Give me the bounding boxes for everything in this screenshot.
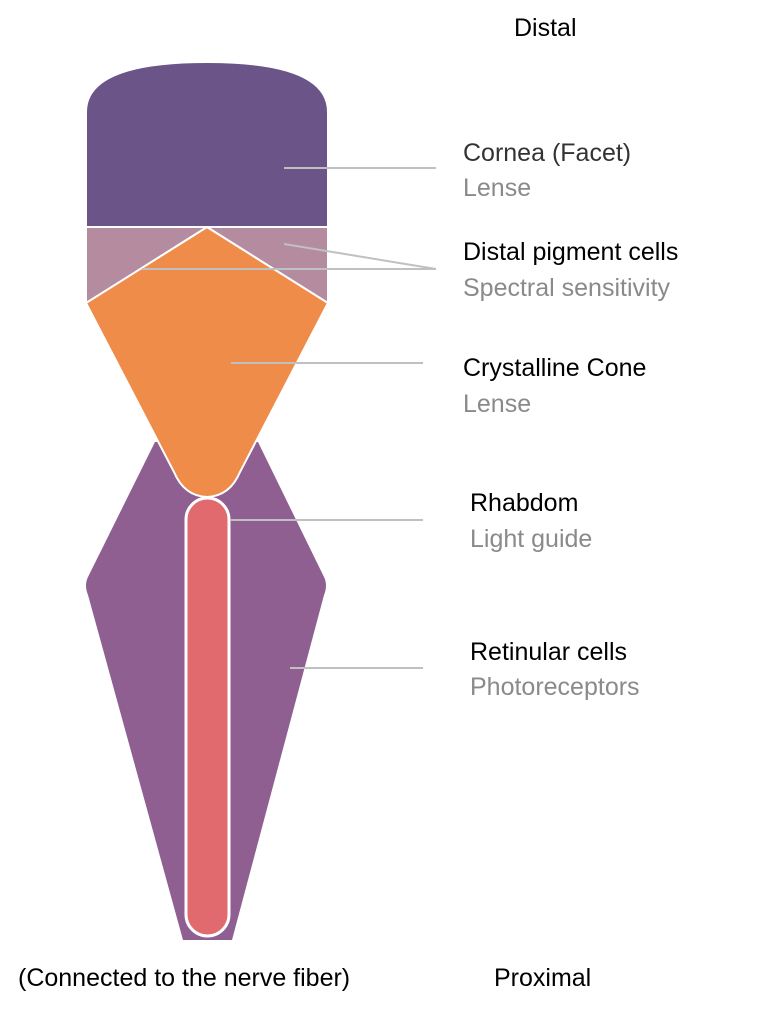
rhabdom-function-label: Light guide [470,525,593,553]
distal-pigment-function-label: Spectral sensitivity [463,274,671,302]
nerve-fiber-note: (Connected to the nerve fiber) [18,964,351,992]
rhabdom-shape [184,496,231,938]
proximal-label: Proximal [494,964,592,992]
rhabdom-name-label: Rhabdom [470,489,579,517]
cornea-function-label: Lense [463,174,532,202]
retinular-cells-name-label: Retinular cells [470,638,628,666]
retinular-cells-function-label: Photoreceptors [470,673,640,701]
cornea-shape [85,60,329,228]
crystalline-cone-name-label: Crystalline Cone [463,354,647,382]
distal-label: Distal [514,14,577,42]
cornea-name-label: Cornea (Facet) [463,139,632,167]
distal-pigment-leader-line-right [283,243,437,270]
distal-pigment-name-label: Distal pigment cells [463,238,679,266]
crystalline-cone-function-label: Lense [463,390,532,418]
